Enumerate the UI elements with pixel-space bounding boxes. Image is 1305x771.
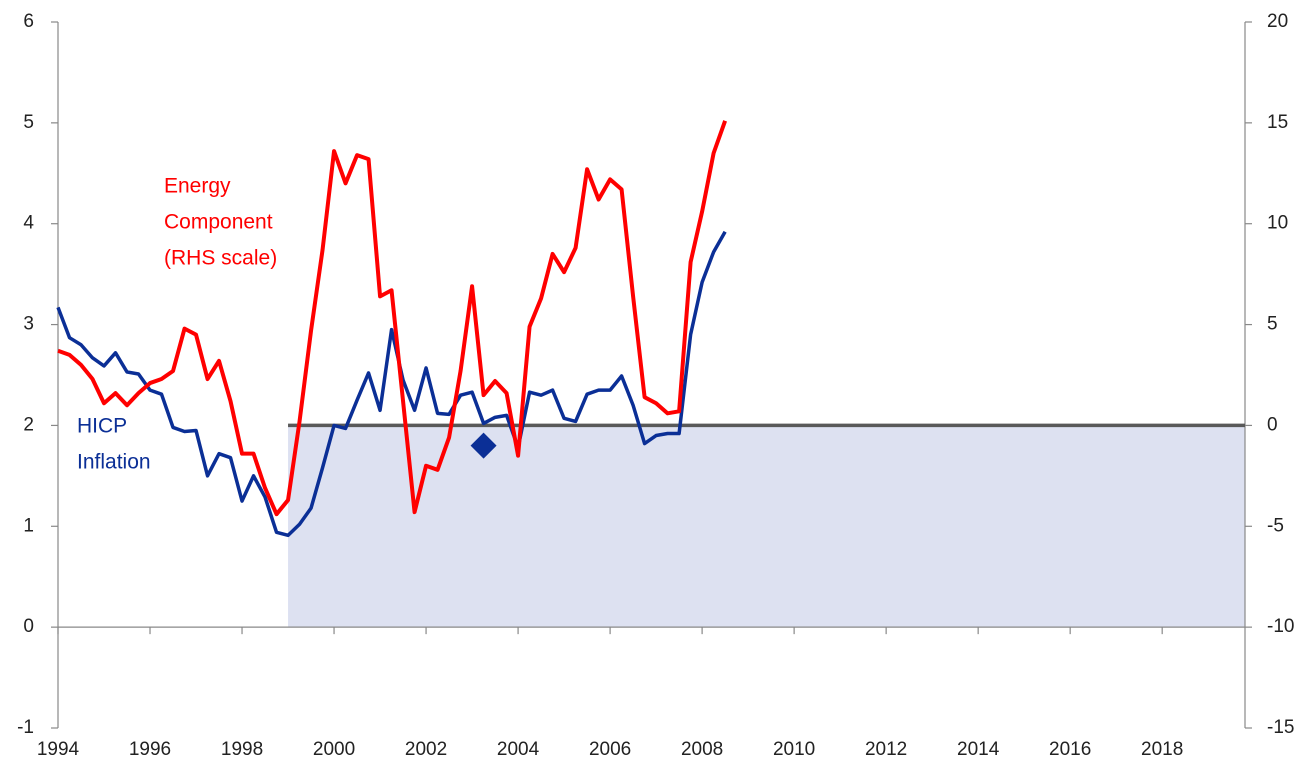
series-line (57, 120, 727, 517)
x-tick-label: 2012 (865, 739, 907, 760)
x-tick-label: 2006 (589, 739, 631, 760)
y-tick-label: 2 (23, 414, 34, 435)
x-tick-label: 2004 (497, 739, 540, 760)
y2-tick-label: -10 (1267, 616, 1294, 637)
y-tick-label: 4 (23, 213, 34, 234)
x-tick-label: 1998 (221, 739, 263, 760)
y-tick-label: -1 (17, 717, 34, 738)
x-tick-label: 2000 (313, 739, 355, 760)
y-tick-label: 6 (23, 11, 34, 32)
target-band (288, 425, 1245, 628)
y-tick-label: 5 (23, 112, 34, 133)
annotation: Component (164, 211, 273, 234)
y-tick-label: 1 (23, 515, 34, 536)
x-tick-label: 2008 (681, 739, 723, 760)
y2-tick-label: 20 (1267, 11, 1288, 32)
y-tick-label: 3 (23, 314, 34, 335)
x-tick-label: 2018 (1141, 739, 1183, 760)
x-tick-label: 1996 (129, 739, 171, 760)
annotation: HICP (77, 415, 127, 438)
y2-tick-label: 15 (1267, 112, 1288, 133)
series-line (56, 230, 727, 538)
x-tick-label: 2010 (773, 739, 815, 760)
y2-tick-label: -5 (1267, 515, 1284, 536)
y2-tick-label: 5 (1267, 314, 1278, 335)
point-marker (470, 432, 497, 459)
y2-tick-label: -15 (1267, 717, 1294, 738)
y2-tick-label: 10 (1267, 213, 1288, 234)
x-tick-label: 2002 (405, 739, 447, 760)
annotation: Inflation (77, 451, 151, 474)
x-tick-label: 2016 (1049, 739, 1091, 760)
x-tick-label: 1994 (37, 739, 80, 760)
y-tick-label: 0 (23, 616, 34, 637)
y2-tick-label: 0 (1267, 414, 1278, 435)
annotation: (RHS scale) (164, 247, 277, 270)
annotation: Energy (164, 175, 231, 198)
x-tick-label: 2014 (957, 739, 1000, 760)
